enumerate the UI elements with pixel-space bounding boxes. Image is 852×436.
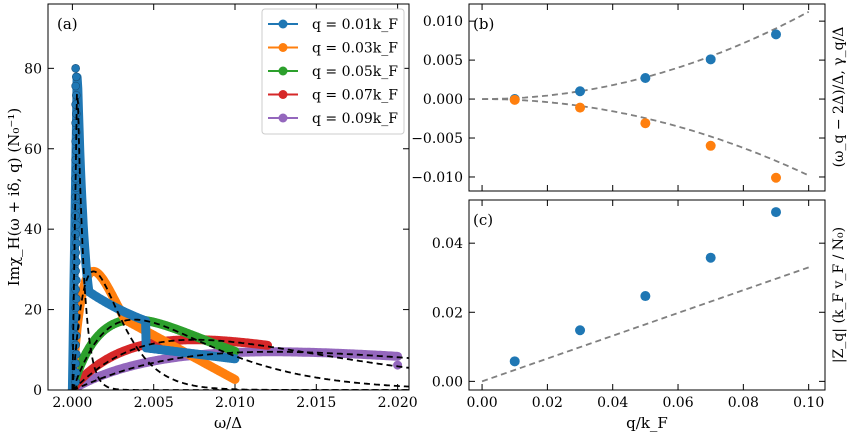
legend-label-orange: q = 0.03k_F — [312, 41, 398, 57]
series-orange-band — [67, 266, 240, 390]
panel-b-label: (b) — [473, 15, 494, 33]
panel-a-xtick-label: 2.020 — [378, 395, 418, 411]
panel-b-ytick-label: −0.010 — [411, 170, 463, 186]
panel-c-point-blue — [705, 252, 716, 263]
series-blue-marker — [71, 201, 81, 211]
panel-c-ticks: 0.00 0.02 0.04 0.06 0.08 0.10 0.00 0.02 0.04 — [432, 200, 825, 411]
series-blue-marker — [71, 285, 80, 294]
panel-c-fit-line — [481, 266, 809, 383]
panel-b-frame — [468, 3, 826, 192]
panel-b-ytick-label: 0.005 — [423, 53, 463, 69]
panel-b-point-blue — [705, 54, 716, 65]
series-blue-marker — [71, 220, 81, 230]
panel-c-ytick-label: 0.00 — [432, 374, 463, 390]
panel-b-ytick-label: −0.005 — [411, 131, 463, 147]
legend-marker-purple — [278, 113, 288, 123]
series-blue-marker — [71, 81, 80, 91]
panel-a-frame — [47, 3, 410, 391]
panel-b-point-blue — [575, 86, 586, 97]
panel-b-point-blue — [771, 29, 782, 40]
panel-a: 2.000 2.005 2.010 2.015 2.020 0 20 40 60 80 (a) ω… — [5, 3, 418, 432]
panel-a-xtick-label: 2.000 — [52, 395, 92, 411]
legend-marker-orange — [278, 43, 288, 52]
series-purple-end-marker — [393, 360, 403, 370]
panel-c: 0.00 0.02 0.04 0.06 0.08 0.10 0.00 0.02 0.04 (c)… — [432, 199, 847, 432]
analytic-dashed-curve — [71, 270, 409, 390]
panel-c-point-blue — [640, 291, 651, 302]
panel-b-point-orange — [575, 102, 586, 113]
panel-c-frame — [468, 199, 826, 391]
panel-a-ytick-label: 60 — [24, 142, 42, 158]
series-orange — [67, 266, 240, 390]
panel-a-xlabel: ω/Δ — [214, 414, 242, 432]
panel-b-ytick-label: 0.010 — [423, 14, 463, 30]
legend-box — [261, 8, 405, 135]
panel-c-xtick-label: 0.02 — [532, 395, 563, 411]
legend-label-red: q = 0.07k_F — [312, 88, 398, 104]
legend-marker-green — [278, 66, 288, 76]
legend: q = 0.01k_Fq = 0.03k_Fq = 0.05k_Fq = 0.0… — [261, 8, 405, 135]
analytic-dashed-curve — [71, 338, 409, 390]
panel-b-point-orange — [771, 172, 782, 183]
panel-b-ticks: 0.010 0.005 0.000 −0.005 −0.010 — [411, 4, 825, 191]
panel-b-fit-curve — [482, 98, 810, 177]
panel-c-ytick-label: 0.04 — [432, 236, 463, 252]
panel-c-xtick-label: 0.10 — [793, 395, 824, 411]
panel-b-point-blue — [640, 73, 651, 84]
panel-a-xtick-label: 2.005 — [134, 395, 174, 411]
panel-b-point-orange — [705, 140, 716, 151]
panel-c-ylabel: |Z_q| (k_F v_F / N₀) — [831, 227, 847, 363]
analytic-dashed-curve — [72, 350, 409, 390]
legend-label-green: q = 0.05k_F — [312, 64, 398, 80]
panel-b-point-orange — [509, 94, 520, 105]
legend-marker-blue — [278, 19, 288, 29]
panel-b-fit-curve — [482, 10, 810, 100]
series-blue-marker — [71, 229, 80, 239]
legend-label-blue: q = 0.01k_F — [312, 17, 398, 33]
panel-b: 0.010 0.005 0.000 −0.005 −0.010 (b) (ω_q − 2… — [411, 3, 847, 192]
panel-c-xlabel: q/k_F — [626, 414, 668, 432]
panel-a-ytick-label: 20 — [24, 303, 42, 319]
panel-c-plot-area — [481, 207, 809, 383]
series-green — [67, 315, 240, 390]
panel-c-xtick-label: 0.00 — [466, 395, 497, 411]
series-blue-marker — [71, 64, 80, 73]
legend-label-purple: q = 0.09k_F — [312, 111, 398, 127]
series-green-band — [67, 315, 240, 390]
panel-b-plot-area — [482, 10, 810, 183]
analytic-dashed-curve — [71, 318, 409, 390]
panel-c-point-blue — [575, 325, 586, 336]
panel-c-point-blue — [771, 207, 782, 218]
panel-c-xtick-label: 0.04 — [597, 395, 628, 411]
series-blue-band — [67, 72, 240, 390]
panel-a-label: (a) — [57, 15, 78, 33]
panel-c-xtick-label: 0.06 — [662, 395, 693, 411]
series-blue-marker — [71, 238, 81, 248]
panel-a-ytick-label: 80 — [24, 61, 42, 77]
legend-marker-red — [278, 90, 288, 99]
panel-a-xtick-label: 2.015 — [296, 395, 336, 411]
panel-c-ytick-label: 0.02 — [432, 305, 463, 321]
panel-a-ytick-label: 0 — [33, 383, 42, 399]
panel-c-xtick-label: 0.08 — [728, 395, 759, 411]
panel-c-point-blue — [509, 356, 520, 367]
panel-b-ytick-label: 0.000 — [423, 92, 463, 108]
panel-a-ytick-label: 40 — [24, 222, 42, 238]
panel-a-ylabel: Imχ_H(ω + iδ, q) (N₀⁻¹) — [5, 108, 23, 286]
panel-b-ylabel: (ω_q − 2Δ)/Δ, γ_q/Δ — [831, 27, 847, 168]
panel-a-xtick-label: 2.010 — [215, 395, 255, 411]
series-blue-marker — [71, 72, 81, 82]
series-blue-marker — [71, 248, 80, 257]
panel-b-point-orange — [640, 118, 651, 129]
series-blue-marker — [71, 266, 80, 276]
panel-c-label: (c) — [473, 211, 493, 229]
